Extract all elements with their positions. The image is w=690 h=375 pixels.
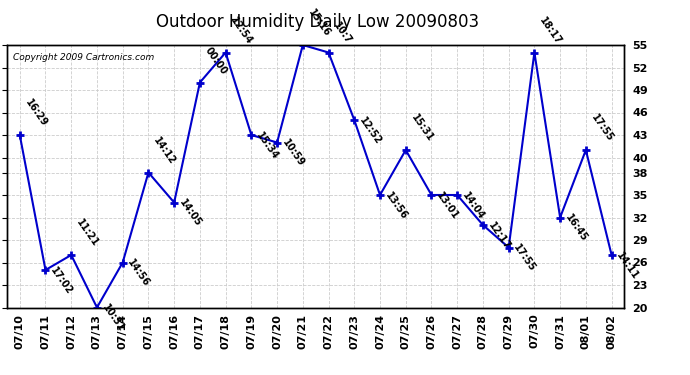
Text: Outdoor Humidity Daily Low 20090803: Outdoor Humidity Daily Low 20090803 bbox=[156, 13, 479, 31]
Text: 15:31: 15:31 bbox=[408, 113, 435, 144]
Text: 10:59: 10:59 bbox=[280, 138, 306, 169]
Text: 12:52: 12:52 bbox=[357, 115, 384, 146]
Text: 11:21: 11:21 bbox=[75, 218, 100, 249]
Text: 12:54: 12:54 bbox=[228, 15, 255, 46]
Text: 10:7: 10:7 bbox=[332, 21, 354, 46]
Text: 12:17: 12:17 bbox=[486, 220, 512, 251]
Text: 17:02: 17:02 bbox=[48, 265, 75, 296]
Text: 14:11: 14:11 bbox=[615, 250, 640, 281]
Text: 15:34: 15:34 bbox=[255, 130, 280, 161]
Text: 17:55: 17:55 bbox=[512, 243, 538, 274]
Text: 14:04: 14:04 bbox=[460, 190, 486, 221]
Text: 16:45: 16:45 bbox=[563, 213, 589, 244]
Text: 18:17: 18:17 bbox=[538, 15, 564, 46]
Text: 00:00: 00:00 bbox=[203, 45, 229, 76]
Text: 14:56: 14:56 bbox=[126, 258, 152, 289]
Text: 13:56: 13:56 bbox=[383, 190, 409, 221]
Text: 17:55: 17:55 bbox=[589, 113, 615, 144]
Text: 14:12: 14:12 bbox=[152, 135, 177, 166]
Text: 10:31: 10:31 bbox=[100, 303, 126, 334]
Text: Copyright 2009 Cartronics.com: Copyright 2009 Cartronics.com bbox=[13, 53, 155, 62]
Text: 14:05: 14:05 bbox=[177, 198, 204, 229]
Text: 16:29: 16:29 bbox=[23, 98, 49, 129]
Text: 13:01: 13:01 bbox=[435, 190, 460, 221]
Text: 15:16: 15:16 bbox=[306, 8, 332, 39]
